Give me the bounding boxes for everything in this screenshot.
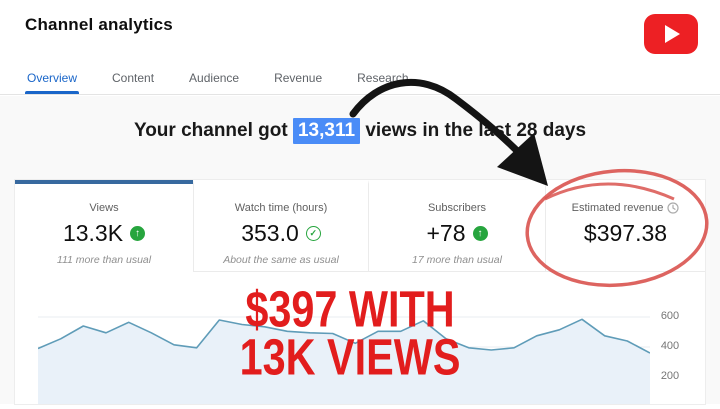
metric-label: Subscribers xyxy=(427,202,487,214)
metric-value: $397.38 xyxy=(546,220,705,247)
metric-value-text: 353.0 xyxy=(241,220,299,246)
metric-label-text: Estimated revenue xyxy=(571,202,664,214)
metric-note: 17 more than usual xyxy=(412,254,502,266)
metric-value: +78 ↑ xyxy=(369,220,545,247)
metric-value-text: +78 xyxy=(426,220,466,246)
headline-suffix: views in the last 28 days xyxy=(360,120,587,141)
check-circle-icon: ✓ xyxy=(305,226,321,241)
analytics-tabs: Overview Content Audience Revenue Resear… xyxy=(0,62,720,95)
chart-canvas xyxy=(37,316,651,404)
metric-note: About the same as usual xyxy=(223,254,339,266)
arrow-up-icon: ↑ xyxy=(130,226,146,241)
metric-card-views[interactable]: Views 13.3K ↑ 111 more than usual xyxy=(15,180,193,272)
y-axis-tick-400: 400 xyxy=(660,340,680,352)
y-axis-tick-200: 200 xyxy=(660,370,680,382)
headline-prefix: Your channel got xyxy=(133,120,293,141)
overview-panel: Views 13.3K ↑ 111 more than usual Watch … xyxy=(15,180,705,404)
arrow-up-icon: ↑ xyxy=(472,226,488,241)
clock-icon[interactable] xyxy=(667,202,679,214)
metric-note: 111 more than usual xyxy=(56,254,152,266)
metric-card-subscribers[interactable]: Subscribers +78 ↑ 17 more than usual xyxy=(368,180,545,272)
youtube-logo-icon xyxy=(644,14,698,54)
tab-revenue[interactable]: Revenue xyxy=(274,71,323,85)
play-icon xyxy=(665,25,680,43)
metric-label: Watch time (hours) xyxy=(234,202,328,214)
metric-label: Views xyxy=(89,202,119,214)
tab-audience[interactable]: Audience xyxy=(189,71,240,85)
metric-cards: Views 13.3K ↑ 111 more than usual Watch … xyxy=(15,180,705,272)
views-line-chart[interactable] xyxy=(37,300,651,404)
header: Channel analytics xyxy=(0,0,720,62)
metric-card-estimated-revenue[interactable]: Estimated revenue $397.38 xyxy=(545,180,705,272)
views-highlight: 13,311 xyxy=(292,118,361,144)
tab-content[interactable]: Content xyxy=(112,71,155,85)
metric-card-watch-time[interactable]: Watch time (hours) 353.0 ✓ About the sam… xyxy=(193,180,368,272)
metric-label: Estimated revenue xyxy=(572,202,680,214)
metric-value: 353.0 ✓ xyxy=(194,220,368,247)
metric-value-text: $397.38 xyxy=(583,220,668,246)
page-title: Channel analytics xyxy=(25,15,173,34)
headline: Your channel got 13,311 views in the las… xyxy=(0,118,720,144)
metric-value: 13.3K ↑ xyxy=(15,220,193,247)
tab-research[interactable]: Research xyxy=(357,71,409,85)
y-axis-tick-600: 600 xyxy=(660,310,680,322)
metric-value-text: 13.3K xyxy=(62,220,124,246)
tab-overview[interactable]: Overview xyxy=(25,62,80,94)
